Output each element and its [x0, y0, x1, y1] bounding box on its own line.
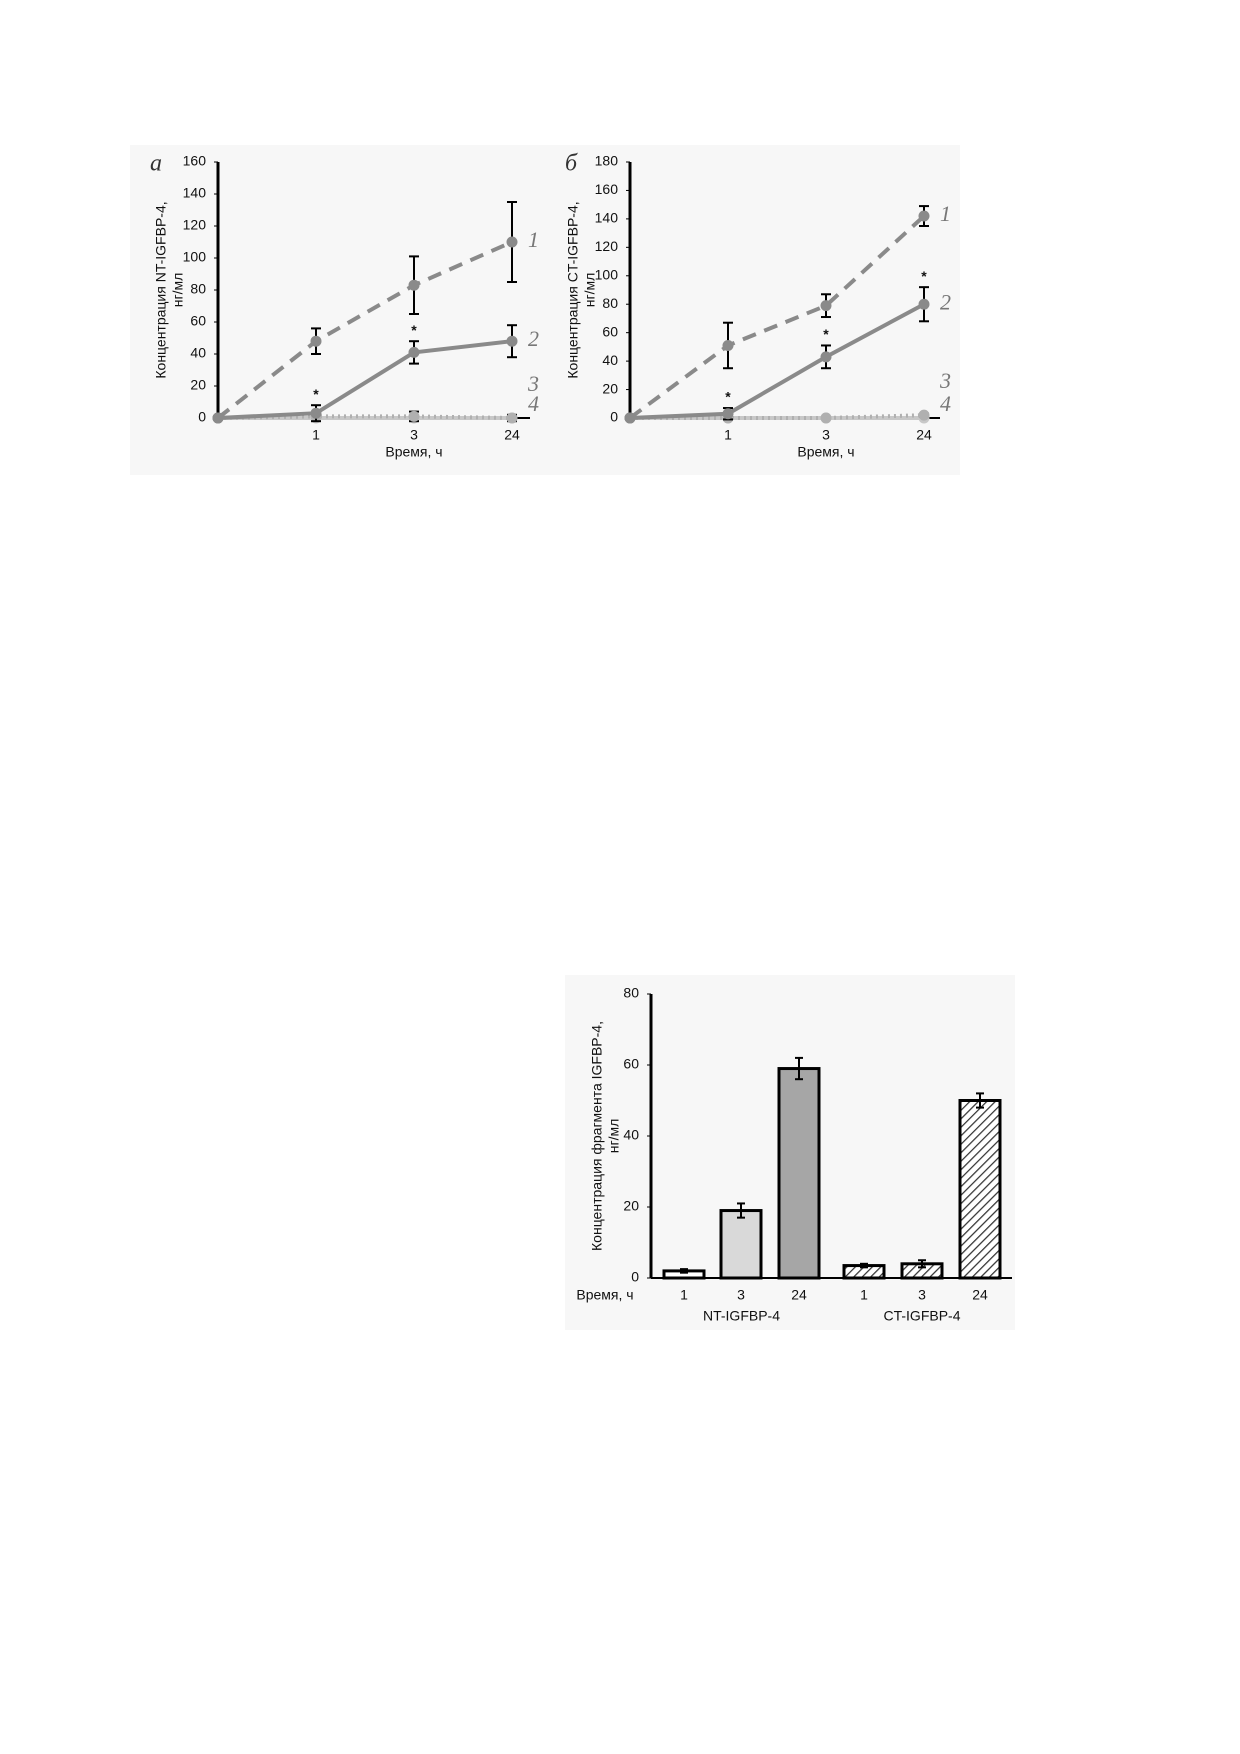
x-tick-label: 24: [972, 1287, 988, 1303]
series-label: 4: [940, 391, 951, 416]
x-tick-label: 1: [680, 1287, 688, 1303]
x-tick-label: 3: [822, 427, 830, 443]
x-tick-label: 3: [410, 427, 418, 443]
y-tick-label: 140: [595, 210, 619, 226]
x-tick-label: 3: [918, 1287, 926, 1303]
series-line: [217, 339, 513, 420]
bar: [958, 1099, 1002, 1280]
significance: *: [313, 386, 319, 402]
point: [310, 335, 322, 347]
y-tick-label: 40: [602, 352, 618, 368]
point: [820, 300, 832, 312]
x-tick-label: 1: [312, 427, 320, 443]
group-label: NT-IGFBP-4: [703, 1308, 780, 1324]
series-label: 1: [528, 227, 539, 252]
panel-letter: а: [150, 151, 162, 177]
y-tick-label: 80: [190, 281, 206, 297]
x-axis-label: Время, ч: [576, 1287, 633, 1303]
y-tick-label: 120: [183, 217, 207, 233]
series-label: 3: [939, 368, 951, 393]
point: [506, 412, 518, 424]
point: [408, 410, 420, 422]
point: [918, 298, 930, 310]
x-tick-label: 24: [916, 427, 932, 443]
series-line: [629, 302, 925, 420]
y-tick-label: 40: [190, 345, 206, 361]
x-tick-label: 1: [860, 1287, 868, 1303]
significance: *: [411, 322, 417, 338]
series-label: 3: [527, 371, 539, 396]
y-tick-label: 20: [602, 380, 618, 396]
panel-letter: б: [565, 151, 578, 177]
x-tick-label: 24: [791, 1287, 807, 1303]
y-axis-label: нг/мл: [582, 273, 598, 308]
point: [506, 335, 518, 347]
significance: *: [725, 389, 731, 405]
x-tick-label: 1: [724, 427, 732, 443]
point: [820, 351, 832, 363]
y-axis-label: Концентрация NT-IGFBP-4,: [153, 201, 169, 378]
point: [408, 346, 420, 358]
x-tick-label: 24: [504, 427, 520, 443]
point: [506, 236, 518, 248]
y-tick-label: 40: [623, 1127, 639, 1143]
bar: [777, 1067, 821, 1280]
bar: [719, 1209, 763, 1280]
point: [722, 408, 734, 420]
y-tick-label: 60: [623, 1056, 639, 1072]
point: [408, 279, 420, 291]
point: [624, 412, 636, 424]
series-line: [628, 214, 926, 420]
point: [310, 407, 322, 419]
y-tick-label: 100: [595, 266, 619, 282]
y-tick-label: 0: [198, 409, 206, 425]
y-tick-label: 80: [623, 985, 639, 1001]
y-tick-label: 0: [610, 409, 618, 425]
y-axis-label: нг/мл: [606, 1119, 622, 1154]
series-label: 4: [528, 391, 539, 416]
x-axis-label: Время, ч: [797, 444, 854, 460]
point: [722, 339, 734, 351]
point: [820, 412, 832, 424]
y-axis-label: Концентрация CT-IGFBP-4,: [565, 201, 581, 378]
y-tick-label: 60: [190, 313, 206, 329]
series-label: 2: [940, 289, 951, 314]
y-tick-label: 100: [183, 249, 207, 265]
y-tick-label: 120: [595, 238, 619, 254]
y-tick-label: 160: [595, 181, 619, 197]
x-tick-label: 3: [737, 1287, 745, 1303]
y-tick-label: 0: [631, 1269, 639, 1285]
y-tick-label: 20: [190, 377, 206, 393]
group-label: CT-IGFBP-4: [883, 1308, 960, 1324]
significance: *: [921, 268, 927, 284]
y-tick-label: 140: [183, 185, 207, 201]
y-tick-label: 160: [183, 153, 207, 169]
point: [918, 409, 930, 421]
significance: *: [823, 326, 829, 342]
x-axis-label: Время, ч: [385, 444, 442, 460]
point: [212, 412, 224, 424]
series-line: [630, 413, 925, 420]
y-axis-label: Концентрация фрагмента IGFBP-4,: [589, 1021, 605, 1251]
series-label: 2: [528, 326, 539, 351]
series-label: 1: [940, 201, 951, 226]
y-tick-label: 20: [623, 1198, 639, 1214]
y-axis-label: нг/мл: [170, 273, 186, 308]
y-tick-label: 60: [602, 323, 618, 339]
point: [918, 210, 930, 222]
y-tick-label: 80: [602, 295, 618, 311]
y-tick-label: 180: [595, 153, 619, 169]
